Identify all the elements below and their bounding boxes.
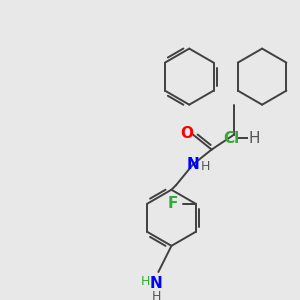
Text: H: H xyxy=(141,275,150,288)
Text: H: H xyxy=(249,131,260,146)
Text: N: N xyxy=(187,157,199,172)
Text: N: N xyxy=(150,276,163,291)
Text: O: O xyxy=(180,126,193,141)
Text: H: H xyxy=(200,160,210,173)
Text: Cl: Cl xyxy=(223,131,239,146)
Text: F: F xyxy=(168,196,178,211)
Text: H: H xyxy=(152,290,161,300)
